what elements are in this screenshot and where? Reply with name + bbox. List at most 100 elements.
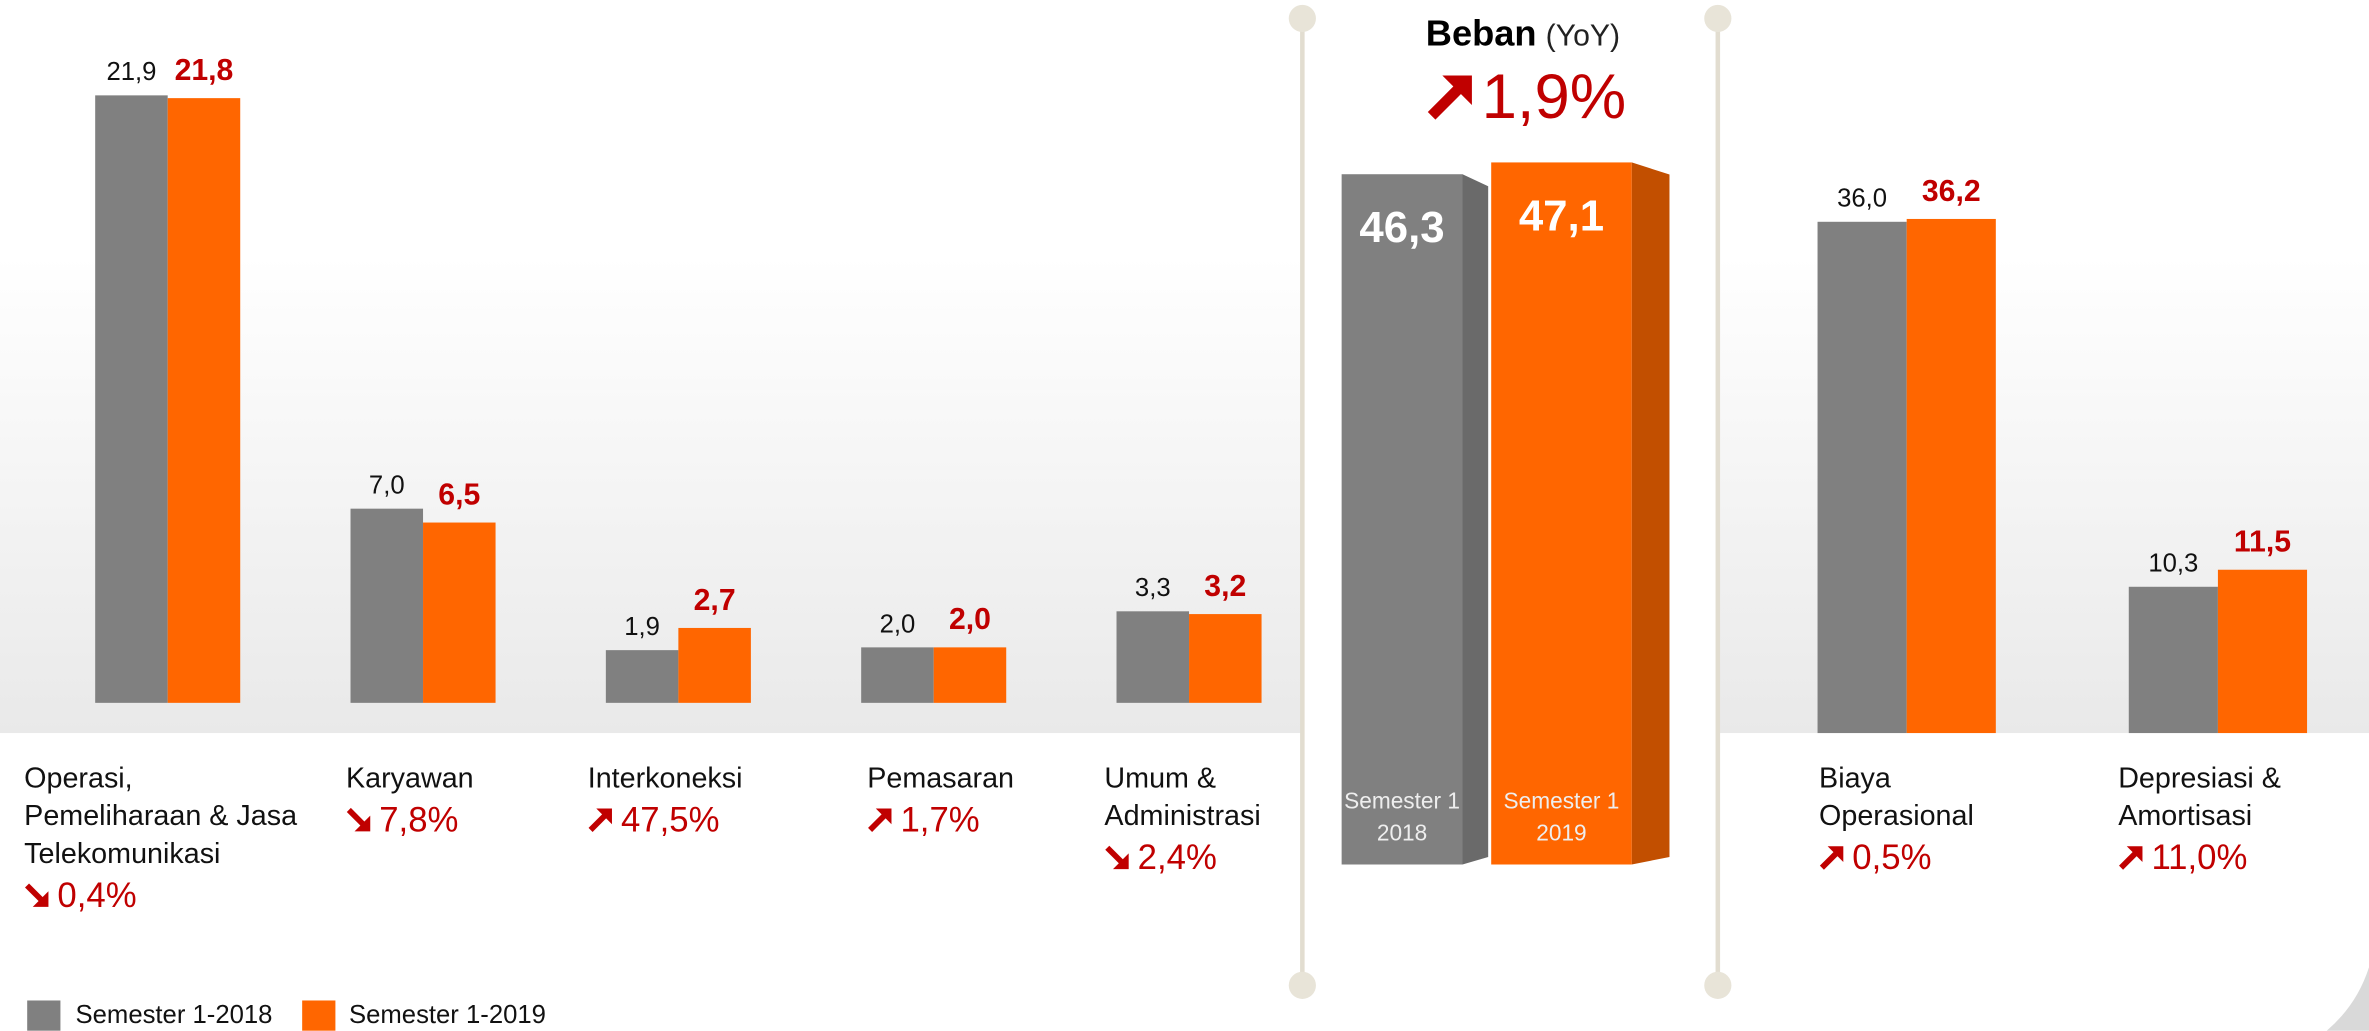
title: Beban	[1426, 13, 1537, 54]
value-label: 36,0	[1837, 185, 1887, 213]
bar	[861, 647, 934, 703]
divider-cap	[1288, 971, 1316, 999]
trend-arrow	[868, 808, 892, 832]
trend-arrow	[346, 807, 371, 832]
arrow-shaft	[1819, 851, 1839, 870]
category-label: Operasi, Pemeliharaan & Jasa Telekomunik…	[24, 763, 298, 871]
change: 1,7%	[867, 799, 1094, 839]
arrow-shaft	[1105, 845, 1124, 865]
bar	[1189, 614, 1262, 703]
legend-label: Semester 1-2018	[76, 1001, 273, 1029]
value-label: 36,2	[1922, 175, 1981, 208]
change: 2,4%	[1104, 837, 1278, 877]
bar	[678, 627, 751, 703]
arrow-shaft	[25, 883, 44, 902]
category-label: Karyawan	[345, 763, 474, 796]
value-label: 1,9	[624, 613, 660, 641]
arrow-head	[1827, 846, 1844, 862]
change-label: 11,0%	[2151, 837, 2248, 877]
bar	[1817, 221, 1907, 734]
change-label: 1,9%	[1481, 60, 1627, 132]
bar-side	[1631, 162, 1670, 865]
trend-arrow	[1819, 846, 1844, 870]
change: 11,0%	[2118, 837, 2307, 877]
bar	[1116, 611, 1190, 703]
legend-swatch	[302, 1000, 336, 1031]
value-label: 6,5	[438, 478, 480, 511]
subtitle: (YoY)	[1546, 20, 1620, 53]
category-label: Semester 1 2018	[1344, 788, 1460, 847]
value-label: 47,1	[1519, 191, 1604, 240]
category-label: Pemasaran	[867, 763, 1015, 796]
category-block: Umum & Administrasi 2,4%	[1104, 760, 1278, 876]
bar	[95, 95, 168, 703]
change-label: 0,4%	[57, 875, 137, 915]
arrow-shaft	[588, 813, 607, 832]
change-label: 47,5%	[620, 799, 720, 839]
trend-arrow	[2119, 846, 2143, 870]
trend-arrow	[25, 883, 49, 907]
bar	[2217, 569, 2308, 734]
bar	[350, 508, 424, 703]
category: Karyawan 7,8%	[346, 760, 573, 839]
arrow-shaft	[2119, 851, 2138, 870]
category-label: Umum & Administrasi	[1104, 763, 1261, 833]
trend-arrow	[1427, 75, 1472, 120]
bar	[605, 650, 679, 703]
arrow-head	[32, 891, 49, 907]
category: Semester 1 2018	[1344, 788, 1460, 847]
arrow-shaft	[1427, 85, 1462, 120]
change: 7,8%	[346, 800, 573, 839]
legend-swatch	[27, 1000, 61, 1031]
change-label: 1,7%	[900, 799, 980, 839]
bar	[423, 522, 496, 703]
category-block: Biaya Operasional 0,5%	[1819, 760, 1993, 876]
category-label: Semester 1 2019	[1503, 788, 1620, 847]
category-block: Operasi, Pemeliharaan & Jasa Telekomunik…	[24, 760, 304, 914]
value-label: 2,0	[949, 603, 991, 636]
change-label: 2,4%	[1137, 837, 1217, 877]
change: 0,4%	[24, 875, 304, 915]
bar	[167, 98, 241, 703]
bar-side	[1462, 174, 1489, 865]
category-block: Depresiasi & Amortisasi 11,0%	[2118, 760, 2307, 876]
bar	[1491, 162, 1632, 865]
divider-cap	[1288, 4, 1316, 33]
bar	[2128, 586, 2218, 734]
category: Operasi, Pemeliharaan & Jasa Telekomunik…	[24, 760, 304, 914]
arrow-head	[875, 808, 892, 825]
divider-cap	[1704, 971, 1732, 999]
category-block: Interkoneksi 47,5%	[588, 760, 815, 839]
value-label: 2,7	[694, 584, 736, 617]
change: 1,9%	[1360, 61, 1692, 134]
value-label: 3,2	[1204, 570, 1246, 603]
corner-decoration	[2326, 967, 2369, 1031]
trend-arrow	[1105, 845, 1129, 870]
change: 47,5%	[588, 799, 815, 839]
bar	[1341, 174, 1463, 865]
legend-label: Semester 1-2019	[349, 1001, 546, 1029]
change: 0,5%	[1819, 838, 1993, 877]
value-label: 2,0	[880, 610, 916, 638]
category-label: Interkoneksi	[587, 763, 743, 796]
divider-cap	[1704, 4, 1732, 33]
value-label: 7,0	[369, 472, 405, 500]
arrow-shaft	[868, 813, 887, 832]
arrow-head	[1112, 853, 1129, 870]
category-block: Pemasaran 1,7%	[867, 760, 1094, 839]
category-label: Depresiasi & Amortisasi	[2118, 763, 2281, 833]
value-label: 21,9	[106, 58, 156, 86]
value-label: 46,3	[1359, 203, 1444, 252]
value-label: 3,3	[1135, 574, 1171, 602]
category-block: Karyawan 7,8%	[346, 760, 573, 839]
bar	[933, 647, 1007, 703]
change: 1,9%	[1360, 61, 1692, 134]
arrow-head	[596, 808, 612, 825]
value-label: 10,3	[2148, 550, 2198, 578]
